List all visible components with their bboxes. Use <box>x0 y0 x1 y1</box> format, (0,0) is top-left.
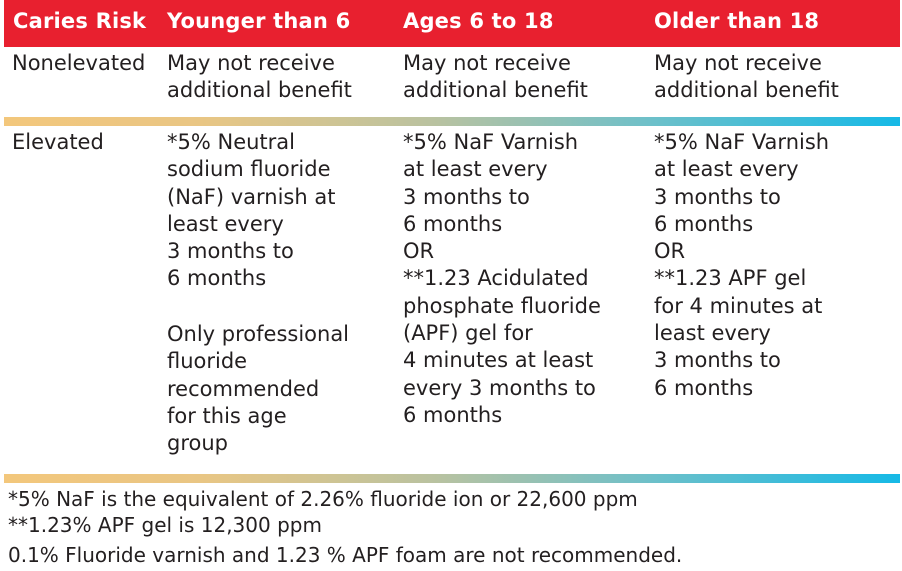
cell-elevated-younger-than-6: *5% Neutral sodium fluoride (NaF) varnis… <box>167 130 336 291</box>
header-ages-6-to-18: Ages 6 to 18 <box>403 9 554 33</box>
header-older-than-18: Older than 18 <box>654 9 820 33</box>
cell-nonelevated-older-than-18: May not receive additional benefit <box>654 51 839 103</box>
risk-label-elevated: Elevated <box>12 130 104 154</box>
footnote-naf: *5% NaF is the equivalent of 2.26% fluor… <box>8 487 638 511</box>
footnote-not-recommended: 0.1% Fluoride varnish and 1.23 % APF foa… <box>8 543 683 567</box>
header-caries-risk: Caries Risk <box>13 9 147 33</box>
cell-elevated-older-than-18: *5% NaF Varnish at least every 3 months … <box>654 130 830 400</box>
cell-elevated-ages-6-to-18: *5% NaF Varnish at least every 3 months … <box>403 130 601 427</box>
footnote-apf: **1.23% APF gel is 12,300 ppm <box>8 513 322 537</box>
risk-label-nonelevated: Nonelevated <box>12 51 146 75</box>
cell-nonelevated-younger-than-6: May not receive additional benefit <box>167 51 352 103</box>
cell-nonelevated-ages-6-to-18: May not receive additional benefit <box>403 51 588 103</box>
row-divider-top <box>4 117 900 126</box>
row-divider-bottom <box>4 474 900 483</box>
header-younger-than-6: Younger than 6 <box>167 9 351 33</box>
cell-elevated-younger-than-6-note: Only professional fluoride recommended f… <box>167 322 350 456</box>
table-header-row: Caries Risk Younger than 6 Ages 6 to 18 … <box>4 0 900 47</box>
